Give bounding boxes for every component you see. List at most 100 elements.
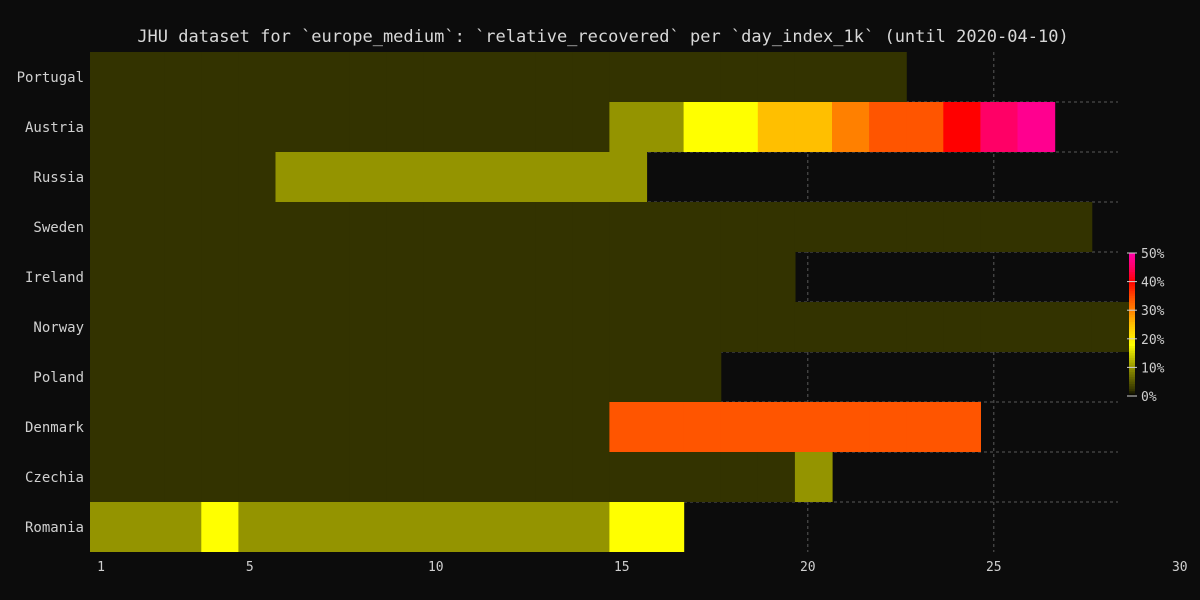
heatmap-cell	[127, 502, 165, 552]
heatmap-cell	[127, 152, 165, 202]
colorbar-segment	[1129, 305, 1135, 309]
heatmap-cell	[349, 102, 388, 152]
colorbar-segment	[1129, 300, 1135, 304]
heatmap-cell	[386, 402, 425, 452]
heatmap-cell	[275, 52, 314, 102]
heatmap-cell	[794, 102, 833, 152]
heatmap-cell	[572, 152, 610, 202]
heatmap-cell	[275, 302, 314, 352]
heatmap-cell	[683, 202, 722, 252]
heatmap-cell	[646, 352, 685, 402]
colorbar-segment	[1129, 365, 1135, 368]
heatmap-cell	[757, 252, 796, 302]
heatmap-cell	[349, 502, 388, 552]
colorbar-segment	[1129, 343, 1135, 347]
heatmap-cell	[757, 302, 796, 352]
heatmap-cell	[535, 302, 573, 352]
heatmap-cell	[349, 252, 388, 302]
heatmap-cell	[127, 402, 165, 452]
heatmap-cell	[90, 402, 128, 452]
heatmap-cell	[646, 252, 685, 302]
heatmap-cell	[609, 102, 648, 152]
heatmap-cell	[646, 202, 685, 252]
heatmap-cell	[90, 452, 128, 502]
heatmap-cell	[535, 352, 573, 402]
row-label: Russia	[33, 170, 84, 186]
heatmap-cell	[535, 152, 573, 202]
x-tick-label: 10	[428, 560, 444, 575]
colorbar-segment	[1129, 312, 1135, 316]
heatmap-cell	[386, 452, 425, 502]
heatmap-cell	[127, 202, 165, 252]
x-tick-label: 20	[800, 560, 816, 575]
colorbar-segment	[1129, 336, 1135, 340]
heatmap-cell	[312, 202, 351, 252]
heatmap-cell	[423, 152, 462, 202]
heatmap-cell	[127, 52, 165, 102]
heatmap-cell	[164, 302, 202, 352]
colorbar-segment	[1129, 276, 1135, 280]
colorbar-segment	[1129, 310, 1135, 314]
colorbar-segment	[1129, 348, 1135, 352]
heatmap-cell	[498, 102, 536, 152]
heatmap-cell	[832, 302, 870, 352]
heatmap-cell	[646, 402, 685, 452]
heatmap-cell	[869, 402, 907, 452]
heatmap-cell	[127, 102, 165, 152]
colorbar-segment	[1129, 274, 1135, 278]
heatmap-cell	[238, 52, 277, 102]
heatmap-cell	[609, 252, 648, 302]
heatmap-cell	[683, 102, 722, 152]
colorbar-tick-label: 10%	[1141, 361, 1165, 376]
heatmap-cell	[646, 52, 685, 102]
heatmap-cell	[386, 352, 425, 402]
colorbar-segment	[1129, 355, 1135, 359]
heatmap-cell	[646, 102, 685, 152]
heatmap-cell	[275, 252, 314, 302]
colorbar-segment	[1129, 319, 1135, 323]
heatmap-cell	[201, 402, 239, 452]
heatmap-cell	[423, 452, 462, 502]
colorbar-segment	[1129, 362, 1135, 366]
heatmap-cell	[164, 402, 202, 452]
heatmap-cell	[498, 452, 536, 502]
heatmap-cell	[498, 252, 536, 302]
heatmap-cell	[906, 202, 944, 252]
heatmap-cell	[90, 102, 128, 152]
colorbar-segment	[1129, 326, 1135, 330]
heatmap-cell	[572, 452, 610, 502]
heatmap-cell	[646, 452, 685, 502]
heatmap-cell	[498, 202, 536, 252]
heatmap-cell	[943, 202, 981, 252]
colorbar-segment	[1129, 272, 1135, 275]
heatmap-cell	[832, 402, 870, 452]
heatmap-cell	[794, 452, 833, 502]
colorbar-segment	[1129, 388, 1135, 392]
heatmap-cell	[349, 302, 388, 352]
heatmap-cell	[201, 302, 239, 352]
heatmap-cell	[349, 402, 388, 452]
heatmap-cell	[757, 202, 796, 252]
colorbar-segment	[1129, 386, 1135, 390]
colorbar-tick-label: 20%	[1141, 333, 1165, 348]
heatmap-cell	[90, 202, 128, 252]
heatmap-cell	[201, 202, 239, 252]
heatmap-cell	[906, 402, 944, 452]
heatmap-cell	[943, 302, 981, 352]
colorbar-segment	[1129, 360, 1135, 364]
colorbar-segment	[1129, 329, 1135, 333]
heatmap-cell	[461, 352, 499, 402]
heatmap-cell	[980, 202, 1019, 252]
heatmap-cell	[498, 52, 536, 102]
heatmap-cell	[312, 52, 351, 102]
heatmap-cell	[90, 152, 128, 202]
colorbar-segment	[1129, 345, 1135, 349]
heatmap-cell	[201, 252, 239, 302]
colorbar-segment	[1129, 376, 1135, 380]
colorbar-segment	[1129, 324, 1135, 328]
colorbar-segment	[1129, 291, 1135, 295]
heatmap-cell	[127, 352, 165, 402]
row-label: Romania	[25, 520, 84, 536]
heatmap-cell	[535, 102, 573, 152]
colorbar-segment	[1129, 267, 1135, 271]
